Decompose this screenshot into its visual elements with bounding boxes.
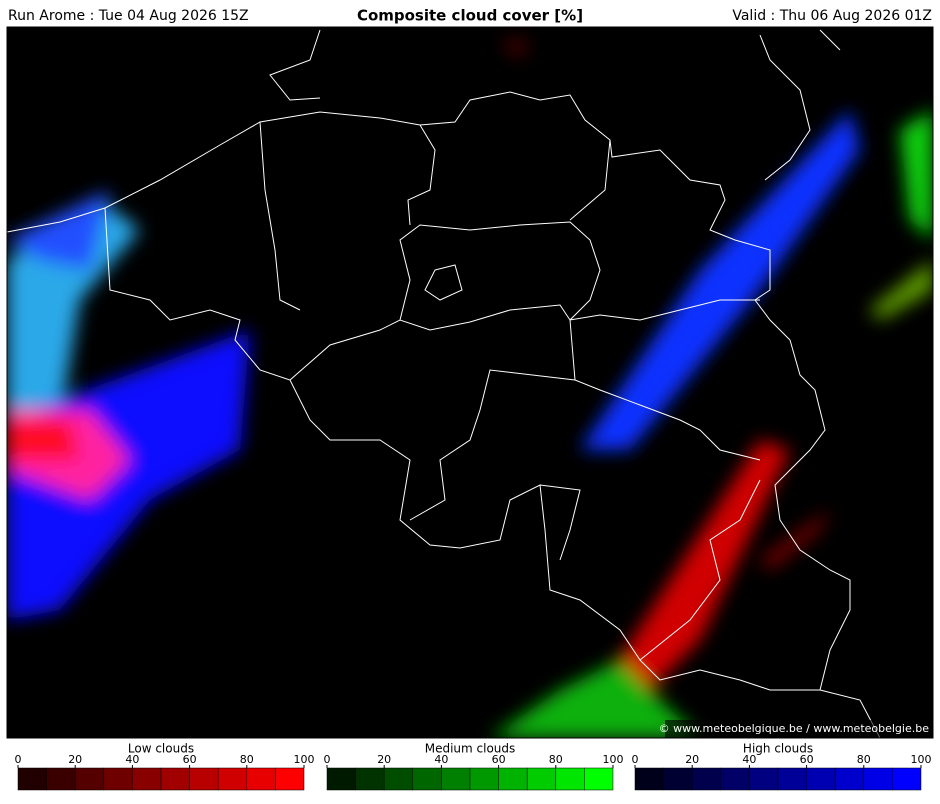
color-swatch: [160, 767, 190, 791]
color-swatch: [691, 767, 722, 791]
color-swatch: [834, 767, 865, 791]
borders: [7, 29, 881, 738]
color-swatch: [246, 767, 276, 791]
tick-label: 80: [857, 753, 871, 766]
legend-title: Medium clouds: [425, 742, 516, 756]
color-swatch: [189, 767, 219, 791]
run-label: Run Arome : Tue 04 Aug 2026 15Z: [8, 8, 249, 24]
color-swatch: [46, 767, 76, 791]
cloud-fields: [7, 40, 933, 738]
tick-label: 0: [324, 753, 331, 766]
tick-label: 0: [15, 753, 22, 766]
color-swatch: [17, 767, 47, 791]
legend-title: Low clouds: [128, 742, 194, 756]
color-swatch: [441, 767, 471, 791]
color-swatch: [355, 767, 385, 791]
tick-label: 100: [603, 753, 624, 766]
color-swatch: [74, 767, 105, 791]
color-swatch: [498, 767, 528, 791]
color-swatch: [275, 767, 305, 791]
color-swatch: [584, 767, 614, 791]
tick-label: 40: [434, 753, 448, 766]
map-title: Composite cloud cover [%]: [357, 7, 583, 25]
map-frame: [6, 26, 934, 739]
color-swatch: [103, 767, 133, 791]
color-swatch: [217, 767, 248, 791]
tick-label: 20: [68, 753, 82, 766]
color-swatch: [469, 767, 499, 791]
legend-title: High clouds: [743, 742, 813, 756]
color-swatch: [806, 767, 836, 791]
color-swatch: [383, 767, 414, 791]
tick-label: 60: [800, 753, 814, 766]
tick-label: 20: [377, 753, 391, 766]
color-swatch: [555, 767, 585, 791]
tick-label: 100: [911, 753, 932, 766]
tick-label: 60: [183, 753, 197, 766]
tick-label: 40: [125, 753, 139, 766]
color-swatch: [863, 767, 893, 791]
tick-label: 80: [549, 753, 563, 766]
color-swatch: [132, 767, 162, 791]
valid-label: Valid : Thu 06 Aug 2026 01Z: [732, 8, 932, 24]
tick-label: 80: [240, 753, 254, 766]
tick-label: 100: [294, 753, 315, 766]
map: © www.meteobelgique.be / www.meteobelgie…: [7, 27, 933, 738]
color-swatch: [749, 767, 779, 791]
tick-label: 20: [685, 753, 699, 766]
color-swatch: [634, 767, 664, 791]
legends: Low clouds 0 20 40 60 80 100 Medium clouds 0 20 40…: [15, 742, 932, 791]
tick-label: 40: [742, 753, 756, 766]
tick-label: 0: [632, 753, 639, 766]
color-swatch: [720, 767, 750, 791]
color-swatch: [412, 767, 442, 791]
tick-label: 60: [492, 753, 506, 766]
color-swatch: [526, 767, 557, 791]
color-swatch: [892, 767, 922, 791]
color-swatch: [663, 767, 693, 791]
color-swatch: [777, 767, 807, 791]
color-swatch: [326, 767, 356, 791]
copyright: © www.meteobelgique.be / www.meteobelgie…: [659, 722, 930, 735]
